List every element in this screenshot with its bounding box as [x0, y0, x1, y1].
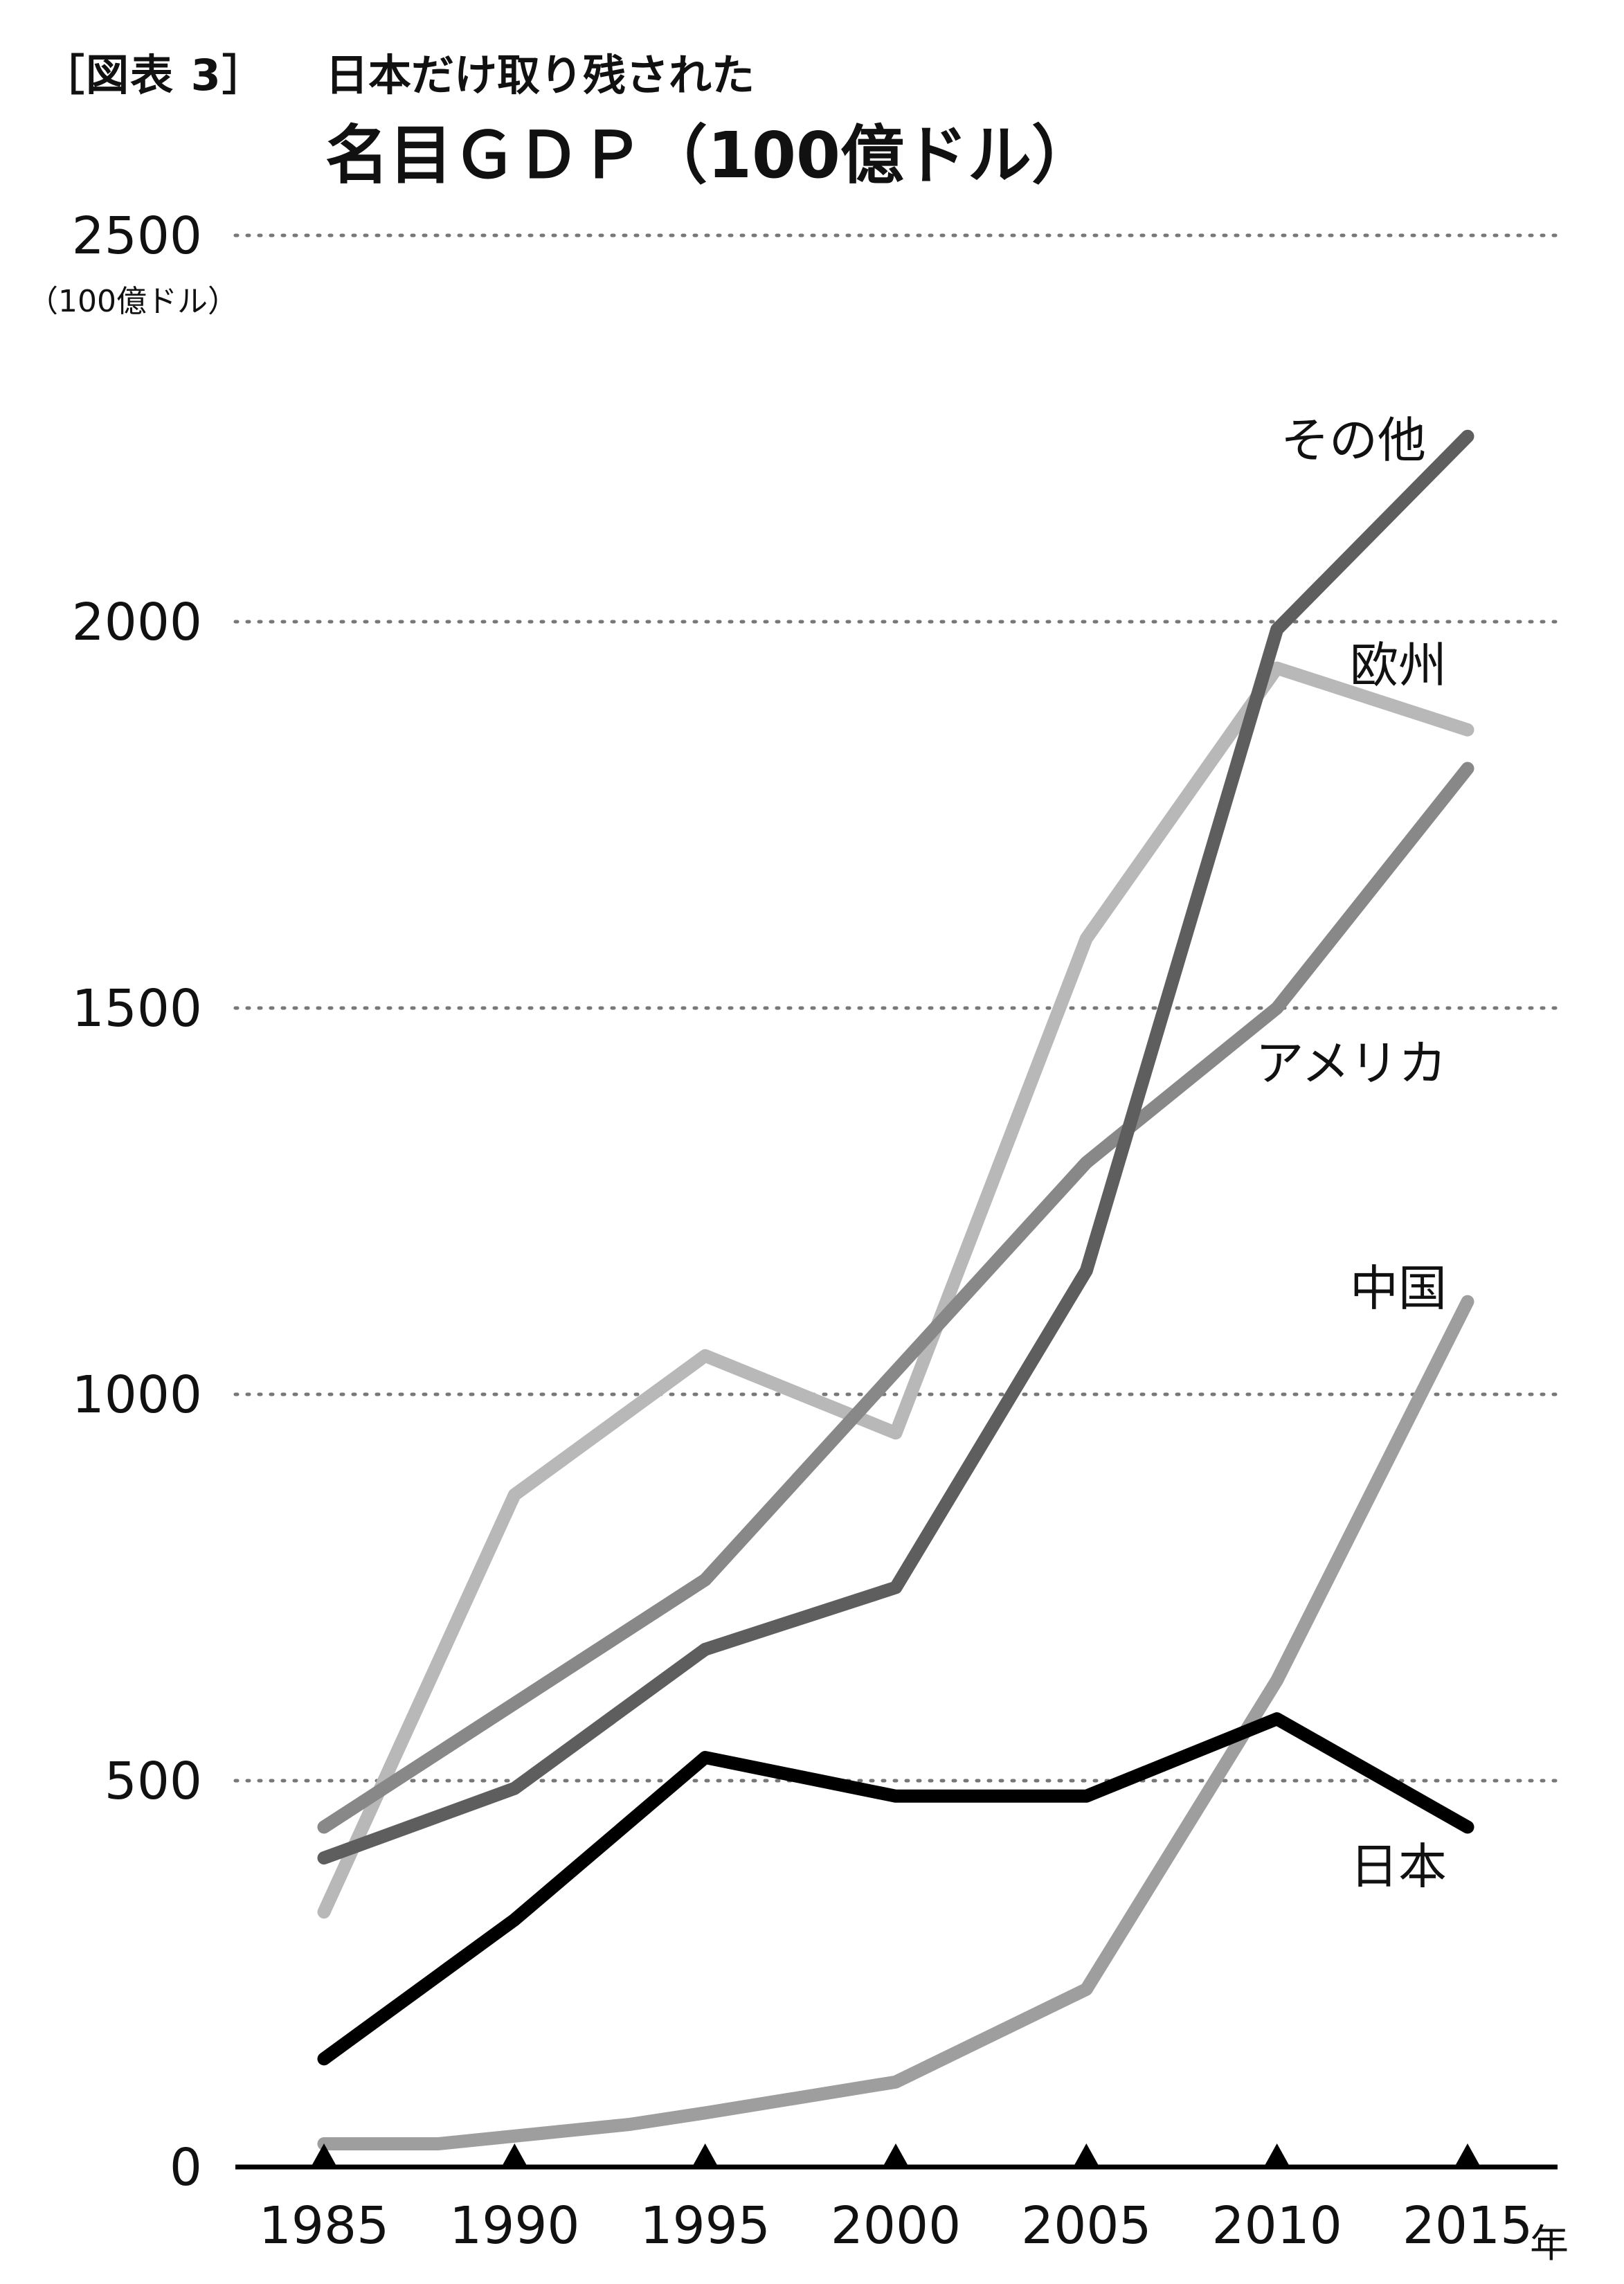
x-tick-label-2005: 2005	[1021, 2196, 1151, 2256]
series-label-3: その他	[1281, 412, 1426, 469]
series-line-4	[317, 1712, 1474, 2066]
x-tick-label-1990: 1990	[449, 2196, 579, 2256]
x-tick-marker-2000	[882, 2143, 910, 2168]
x-tick-label-2000: 2000	[831, 2196, 961, 2256]
x-tick-label-1985: 1985	[259, 2196, 389, 2256]
series-label-0: 欧州	[1350, 637, 1447, 694]
y-unit-label: （100億ドル）	[28, 284, 238, 319]
x-tick-marker-2015	[1454, 2143, 1481, 2168]
y-tick-label-1500: 1500	[72, 979, 202, 1038]
y-tick-label-2500: 2500	[72, 206, 202, 266]
y-tick-label-0: 0	[170, 2138, 202, 2197]
x-tick-marker-2010	[1263, 2143, 1291, 2168]
y-tick-label-1000: 1000	[72, 1365, 202, 1425]
chart-subtitle: 日本だけ取り残された	[325, 50, 755, 100]
series-line-0	[317, 661, 1474, 1919]
series-label-1: 中国	[1350, 1260, 1447, 1317]
figure-label: ［図表 3］	[42, 50, 267, 100]
series-label-2: アメリカ	[1256, 1035, 1447, 1092]
series-line-3	[317, 429, 1474, 1865]
y-tick-label-2000: 2000	[72, 593, 202, 652]
series-label-4: 日本	[1350, 1838, 1447, 1895]
x-tick-marker-1990	[500, 2143, 529, 2168]
x-tick-label-2010: 2010	[1212, 2196, 1342, 2256]
x-tick-label-2015: 2015	[1402, 2196, 1533, 2256]
x-tick-marker-1995	[691, 2143, 719, 2168]
x-tick-label-1995: 1995	[640, 2196, 770, 2256]
series-line-2	[317, 762, 1474, 1834]
y-tick-label-500: 500	[105, 1752, 202, 1811]
x-tick-marker-2005	[1072, 2143, 1101, 2168]
x-unit-label: 年	[1530, 2222, 1569, 2267]
x-tick-marker-1985	[310, 2143, 338, 2168]
chart-title: 名目ＧＤＰ（100億ドル）	[325, 118, 1096, 192]
